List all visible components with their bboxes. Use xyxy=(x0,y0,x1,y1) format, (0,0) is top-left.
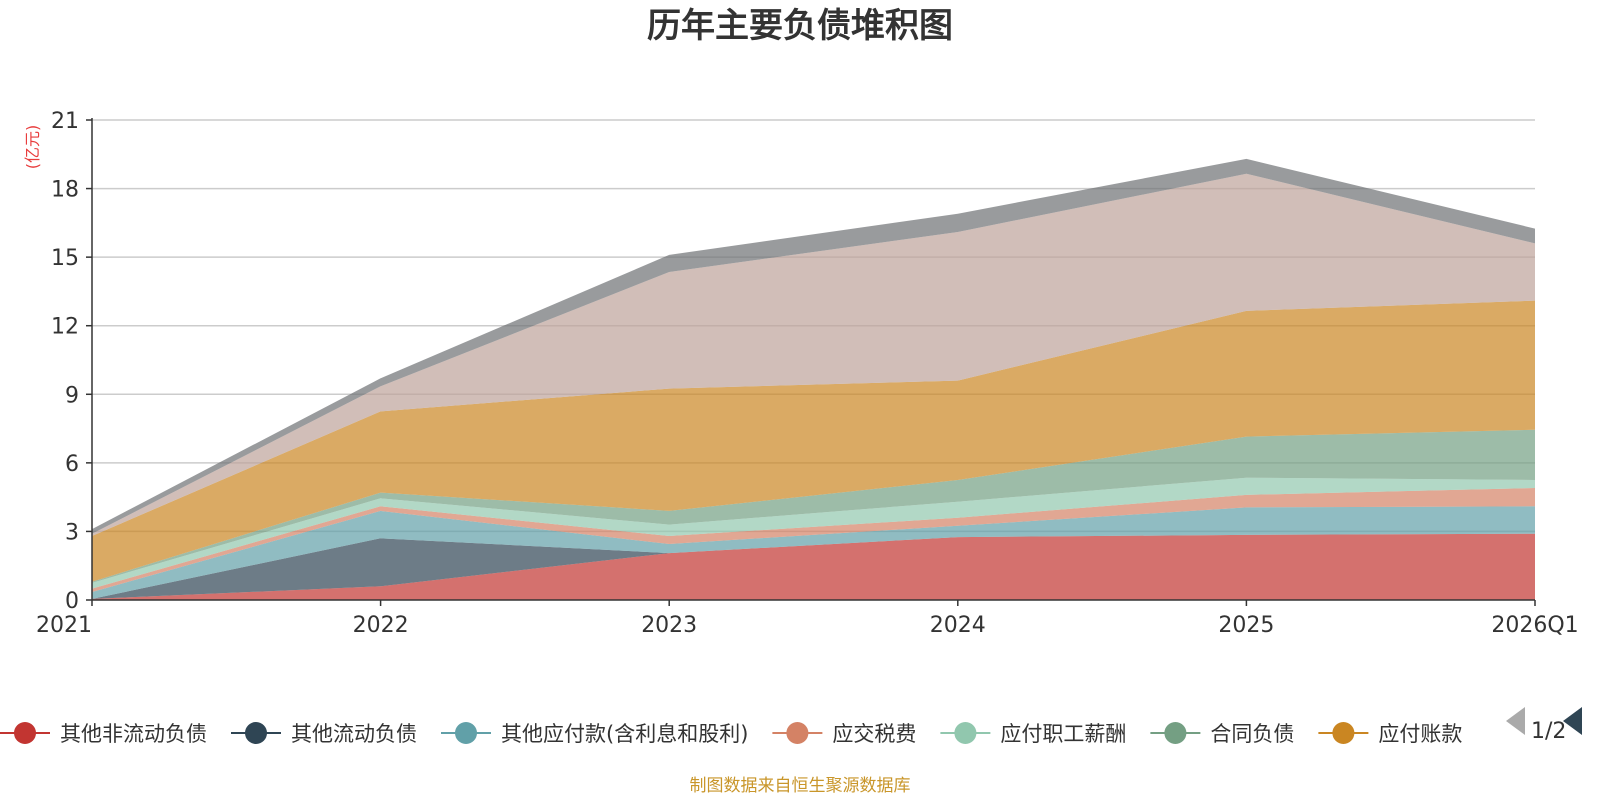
legend-marker-icon xyxy=(14,722,36,744)
legend-label: 其他非流动负债 xyxy=(60,722,207,746)
y-tick-label: 6 xyxy=(65,452,79,477)
area-series xyxy=(92,477,1535,589)
legend-label: 合同负债 xyxy=(1210,722,1294,746)
legend-label: 其他流动负债 xyxy=(291,722,417,746)
legend[interactable]: 其他非流动负债 其他流动负债 其他应付款(含利息和股利) 应交税费 应付职工薪酬 合同负债… xyxy=(0,722,1462,746)
y-tick-label: 9 xyxy=(65,383,79,408)
area-series xyxy=(92,300,1535,582)
x-tick-label: 2023 xyxy=(641,613,697,638)
x-tick-label: 2024 xyxy=(930,613,986,638)
legend-marker-icon xyxy=(1164,722,1187,744)
y-tick-label: 15 xyxy=(51,246,79,271)
legend-item[interactable]: 应交税费 xyxy=(772,722,916,746)
chart-title: 历年主要负债堆积图 xyxy=(647,6,953,46)
area-series xyxy=(92,158,1535,534)
legend-page-indicator: 1/2 xyxy=(1531,719,1566,744)
legend-next-arrow-icon[interactable] xyxy=(1563,707,1582,735)
legend-marker-icon xyxy=(1332,722,1355,744)
x-tick-label: 2021 xyxy=(36,613,92,638)
legend-label: 应交税费 xyxy=(832,722,916,746)
legend-label: 应付职工薪酬 xyxy=(1000,722,1126,746)
legend-item[interactable]: 其他应付款(含利息和股利) xyxy=(441,722,748,746)
x-tick-label: 2026Q1 xyxy=(1491,613,1578,638)
legend-pager: 1/2 xyxy=(1506,707,1582,744)
legend-item[interactable]: 应付账款 xyxy=(1318,722,1462,746)
legend-prev-arrow-icon[interactable] xyxy=(1506,707,1525,735)
y-tick-label: 21 xyxy=(51,109,79,134)
area-series xyxy=(92,506,1535,599)
legend-marker-icon xyxy=(245,722,267,744)
area-series xyxy=(92,173,1535,536)
legend-marker-icon xyxy=(786,722,809,744)
data-source-note: 制图数据来自恒生聚源数据库 xyxy=(690,776,911,796)
x-tick-label: 2025 xyxy=(1218,613,1274,638)
legend-item[interactable]: 其他流动负债 xyxy=(231,722,417,746)
y-tick-label: 0 xyxy=(65,589,79,614)
legend-marker-icon xyxy=(455,722,477,744)
legend-marker-icon xyxy=(954,722,977,744)
stacked-area-series xyxy=(92,158,1535,600)
area-series xyxy=(92,533,1535,599)
area-series xyxy=(92,429,1535,583)
y-axis-unit-label: (亿元) xyxy=(23,125,42,170)
y-tick-label: 12 xyxy=(51,315,79,340)
axes: 0 3 6 9 12 15 18 21 2021 2022 2023 2024 2025 2026Q1 xyxy=(36,109,1579,638)
y-tick-label: 3 xyxy=(65,520,79,545)
legend-item[interactable]: 应付职工薪酬 xyxy=(940,722,1126,746)
legend-label: 其他应付款(含利息和股利) xyxy=(501,722,748,746)
x-tick-label: 2022 xyxy=(353,613,409,638)
legend-item[interactable]: 合同负债 xyxy=(1150,722,1294,746)
y-tick-label: 18 xyxy=(51,178,79,203)
legend-item[interactable]: 其他非流动负债 xyxy=(0,722,207,746)
legend-label: 应付账款 xyxy=(1378,722,1462,746)
area-series xyxy=(92,488,1535,592)
area-series xyxy=(92,533,1535,600)
